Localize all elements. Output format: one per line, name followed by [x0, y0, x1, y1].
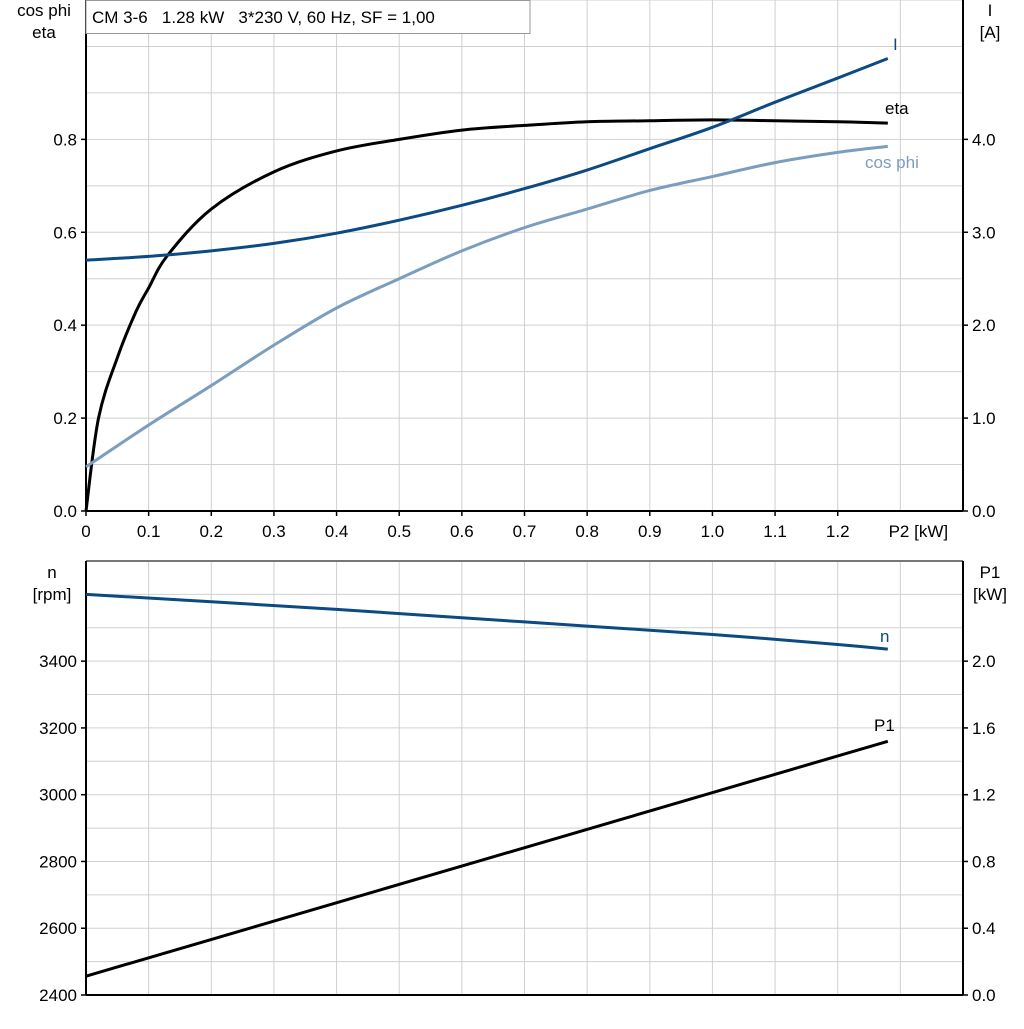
series-label-n: n — [880, 627, 889, 646]
right-tick-label: 1.6 — [972, 719, 996, 738]
right-tick-label: 0.8 — [972, 852, 996, 871]
right-axis-title: I — [988, 1, 993, 20]
x-tick-label: 0.4 — [325, 522, 349, 541]
right-tick-label: 2.0 — [972, 652, 996, 671]
x-tick-label: 1.0 — [701, 522, 725, 541]
right-tick-label: 2.0 — [972, 316, 996, 335]
series-label-p1: P1 — [874, 716, 895, 735]
left-tick-label: 0.4 — [53, 316, 77, 335]
right-axis-title: [kW] — [973, 585, 1007, 604]
series-label-i: I — [893, 35, 898, 54]
left-tick-label: 3400 — [39, 652, 77, 671]
series-line-eta — [84, 118, 888, 512]
x-tick-label: 0 — [81, 522, 90, 541]
left-tick-label: 3200 — [39, 719, 77, 738]
right-axis-title: P1 — [980, 563, 1001, 582]
panel-2: 2400 2600 2800 3000 3200 3400 0.0 0.4 0.8 1.2 1.6 2… — [33, 560, 1007, 1005]
left-tick-label: 2600 — [39, 919, 77, 938]
right-tick-label: 1.0 — [972, 409, 996, 428]
x-tick-label: 0.3 — [262, 522, 286, 541]
left-axis-title: eta — [32, 23, 56, 42]
x-tick-label: 0.5 — [387, 522, 411, 541]
x-tick-label: 0.9 — [638, 522, 662, 541]
right-tick-label: 0.0 — [972, 986, 996, 1005]
panel-1: 0.0 0.2 0.4 0.6 0.8 0.0 1.0 2.0 3.0 4.0 cos phi eta… — [17, 0, 1000, 541]
x-tick-label: 1.1 — [763, 522, 787, 541]
left-tick-label: 0.8 — [53, 130, 77, 149]
x-tick-label: 1.2 — [826, 522, 850, 541]
left-tick-label: 2800 — [39, 852, 77, 871]
left-tick-label: 2400 — [39, 986, 77, 1005]
left-tick-label: 0.2 — [53, 409, 77, 428]
series-line-p1 — [85, 739, 889, 978]
x-tick-label: 0.7 — [513, 522, 537, 541]
x-tick-label: 0.2 — [199, 522, 223, 541]
series-label-eta: eta — [885, 99, 909, 118]
x-tick-label: 0.1 — [137, 522, 161, 541]
x-axis-title: P2 [kW] — [889, 522, 949, 541]
right-tick-label: 0.4 — [972, 919, 996, 938]
left-axis-title: [rpm] — [33, 585, 72, 604]
left-tick-label: 0.0 — [53, 502, 77, 521]
right-tick-label: 0.0 — [972, 502, 996, 521]
series-line-cos-phi — [85, 144, 889, 469]
series-line-n — [85, 592, 888, 651]
x-tick-label: 0.6 — [450, 522, 474, 541]
left-axis-title: cos phi — [17, 1, 71, 20]
series-label-cos-phi: cos phi — [865, 153, 919, 172]
right-tick-label: 1.2 — [972, 786, 996, 805]
left-tick-label: 3000 — [39, 786, 77, 805]
x-tick-label: 0.8 — [575, 522, 599, 541]
chart-title: CM 3-6 1.28 kW 3*230 V, 60 Hz, SF = 1,00 — [92, 8, 435, 27]
right-tick-label: 3.0 — [972, 223, 996, 242]
right-tick-label: 4.0 — [972, 130, 996, 149]
left-axis-title: n — [47, 563, 56, 582]
right-axis-title: [A] — [980, 23, 1001, 42]
series-line-i — [85, 57, 889, 262]
title-box — [85, 0, 531, 34]
left-tick-label: 0.6 — [53, 223, 77, 242]
